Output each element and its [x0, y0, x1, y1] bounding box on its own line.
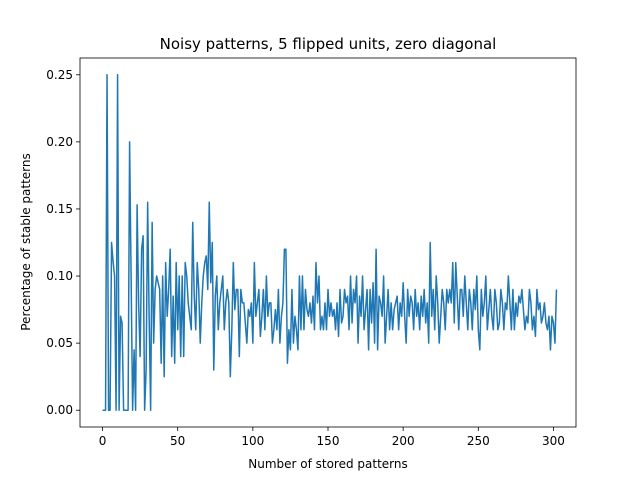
y-tick-label: 0.00 — [46, 403, 73, 417]
y-axis-ticks: 0.00 0.05 0.10 0.15 0.20 0.25 — [46, 68, 80, 417]
x-tick-label: 150 — [317, 434, 340, 448]
x-tick-label: 50 — [170, 434, 185, 448]
y-axis-label: Percentage of stable patterns — [19, 153, 33, 331]
chart-title: Noisy patterns, 5 flipped units, zero di… — [160, 35, 497, 53]
x-tick-label: 0 — [99, 434, 107, 448]
x-axis-label: Number of stored patterns — [248, 457, 408, 471]
y-tick-label: 0.25 — [46, 68, 73, 82]
x-tick-label: 300 — [542, 434, 565, 448]
x-tick-label: 100 — [241, 434, 264, 448]
y-tick-label: 0.10 — [46, 269, 73, 283]
y-tick-label: 0.15 — [46, 202, 73, 216]
x-axis-ticks: 0 50 100 150 200 250 300 — [99, 427, 565, 448]
x-tick-label: 200 — [392, 434, 415, 448]
plot-area — [102, 74, 558, 411]
y-tick-label: 0.20 — [46, 135, 73, 149]
x-tick-label: 250 — [467, 434, 490, 448]
series-line — [102, 74, 558, 411]
y-tick-label: 0.05 — [46, 336, 73, 350]
